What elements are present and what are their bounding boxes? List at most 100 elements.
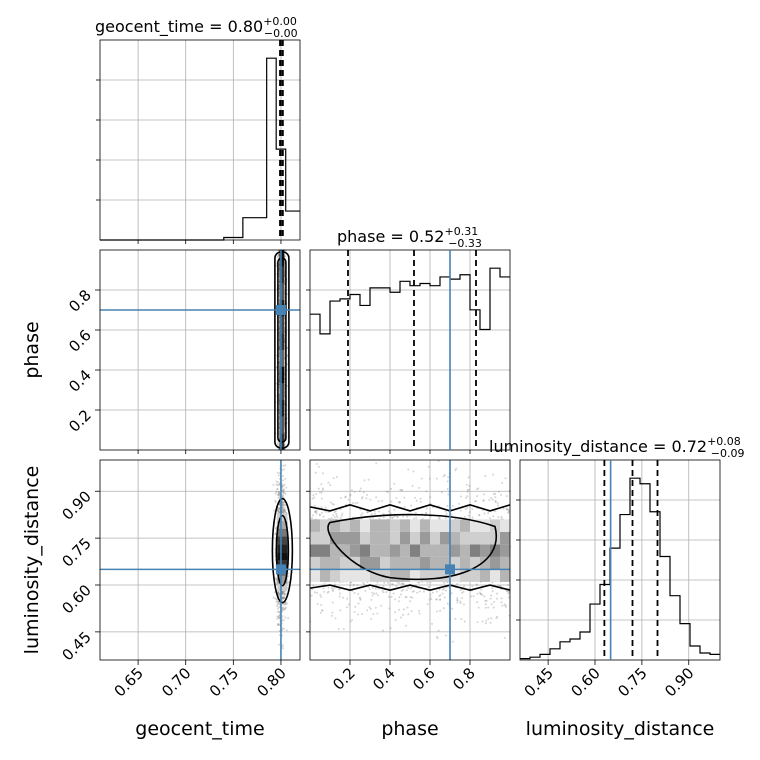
sample-point [465, 483, 468, 486]
sample-point [462, 603, 465, 606]
sample-point [278, 603, 281, 606]
sample-point [335, 512, 338, 515]
sample-point [352, 583, 355, 586]
sample-point [371, 591, 374, 594]
sample-point [283, 468, 286, 471]
density-cell [277, 536, 288, 545]
sample-point [350, 489, 353, 492]
sample-point [390, 595, 393, 598]
sample-point [315, 509, 318, 512]
sample-point [281, 506, 284, 509]
sample-point [277, 623, 280, 626]
sample-point [487, 606, 490, 609]
sample-point [435, 477, 438, 480]
sample-point [459, 589, 462, 592]
sample-point [422, 590, 425, 593]
sample-point [393, 508, 396, 511]
sample-point [282, 495, 285, 498]
sample-point [283, 506, 286, 509]
sample-point [375, 496, 378, 499]
sample-point [282, 596, 285, 599]
sample-point [489, 517, 492, 520]
sample-point [353, 591, 356, 594]
sample-point [283, 483, 286, 486]
sample-point [492, 606, 495, 609]
sample-point [475, 583, 478, 586]
density-cell [410, 531, 420, 545]
sample-point [500, 597, 503, 600]
sample-point [341, 596, 344, 599]
sample-point [364, 589, 367, 592]
sample-point [447, 476, 450, 479]
sample-point [282, 485, 285, 488]
sample-point [439, 598, 442, 601]
sample-point [278, 614, 281, 617]
density-cell [390, 556, 400, 570]
sample-point [315, 492, 318, 495]
sample-point [337, 627, 340, 630]
sample-point [487, 512, 490, 515]
sample-point [389, 627, 392, 630]
sample-point [395, 496, 398, 499]
sample-point [506, 583, 509, 586]
sample-point [327, 481, 330, 484]
sample-point [442, 607, 445, 610]
sample-point [362, 491, 365, 494]
sample-point [402, 515, 405, 518]
density-cell [390, 519, 400, 532]
density-cell [340, 519, 350, 532]
density-cell [310, 531, 320, 545]
sample-point [507, 510, 510, 513]
sample-point [318, 513, 321, 516]
density-cell [500, 531, 510, 545]
sample-point [315, 463, 318, 466]
density-cell [420, 544, 430, 557]
sample-point [365, 493, 368, 496]
density-cell [480, 544, 490, 557]
contour-outer [274, 251, 290, 449]
density-cell [330, 569, 340, 582]
sample-point [354, 502, 357, 505]
sample-point [342, 628, 345, 631]
density-cell [480, 569, 490, 582]
sample-point [418, 486, 421, 489]
sample-point [335, 475, 338, 478]
sample-point [339, 517, 342, 520]
sample-point [283, 627, 286, 630]
sample-point [466, 495, 469, 498]
density-cell [360, 519, 370, 532]
density-cell [310, 544, 320, 557]
sample-point [275, 382, 278, 385]
sample-point [332, 477, 335, 480]
sample-point [277, 615, 280, 618]
sample-point [415, 516, 418, 519]
sample-point [490, 603, 493, 606]
sample-point [451, 640, 454, 643]
sample-point [287, 581, 290, 584]
sample-point [388, 607, 391, 610]
sample-point [446, 488, 449, 491]
sample-point [282, 509, 285, 512]
contour-inner [277, 257, 287, 443]
sample-point [330, 614, 333, 617]
sample-point [375, 592, 378, 595]
sample-point [281, 510, 284, 513]
sample-point [444, 510, 447, 513]
sample-point [323, 583, 326, 586]
sample-point [399, 616, 402, 619]
sample-point [317, 465, 320, 468]
density-cell [450, 519, 460, 532]
sample-point [324, 510, 327, 513]
sample-point [500, 516, 503, 519]
sample-point [276, 603, 279, 606]
sample-point [491, 498, 494, 501]
sample-point [441, 592, 444, 595]
sample-point [282, 503, 285, 506]
sample-point [284, 255, 287, 258]
sample-point [484, 606, 487, 609]
density-cell [279, 383, 285, 400]
density-cell [380, 519, 390, 532]
sample-point [468, 484, 471, 487]
sample-point [430, 622, 433, 625]
sample-point [274, 578, 277, 581]
